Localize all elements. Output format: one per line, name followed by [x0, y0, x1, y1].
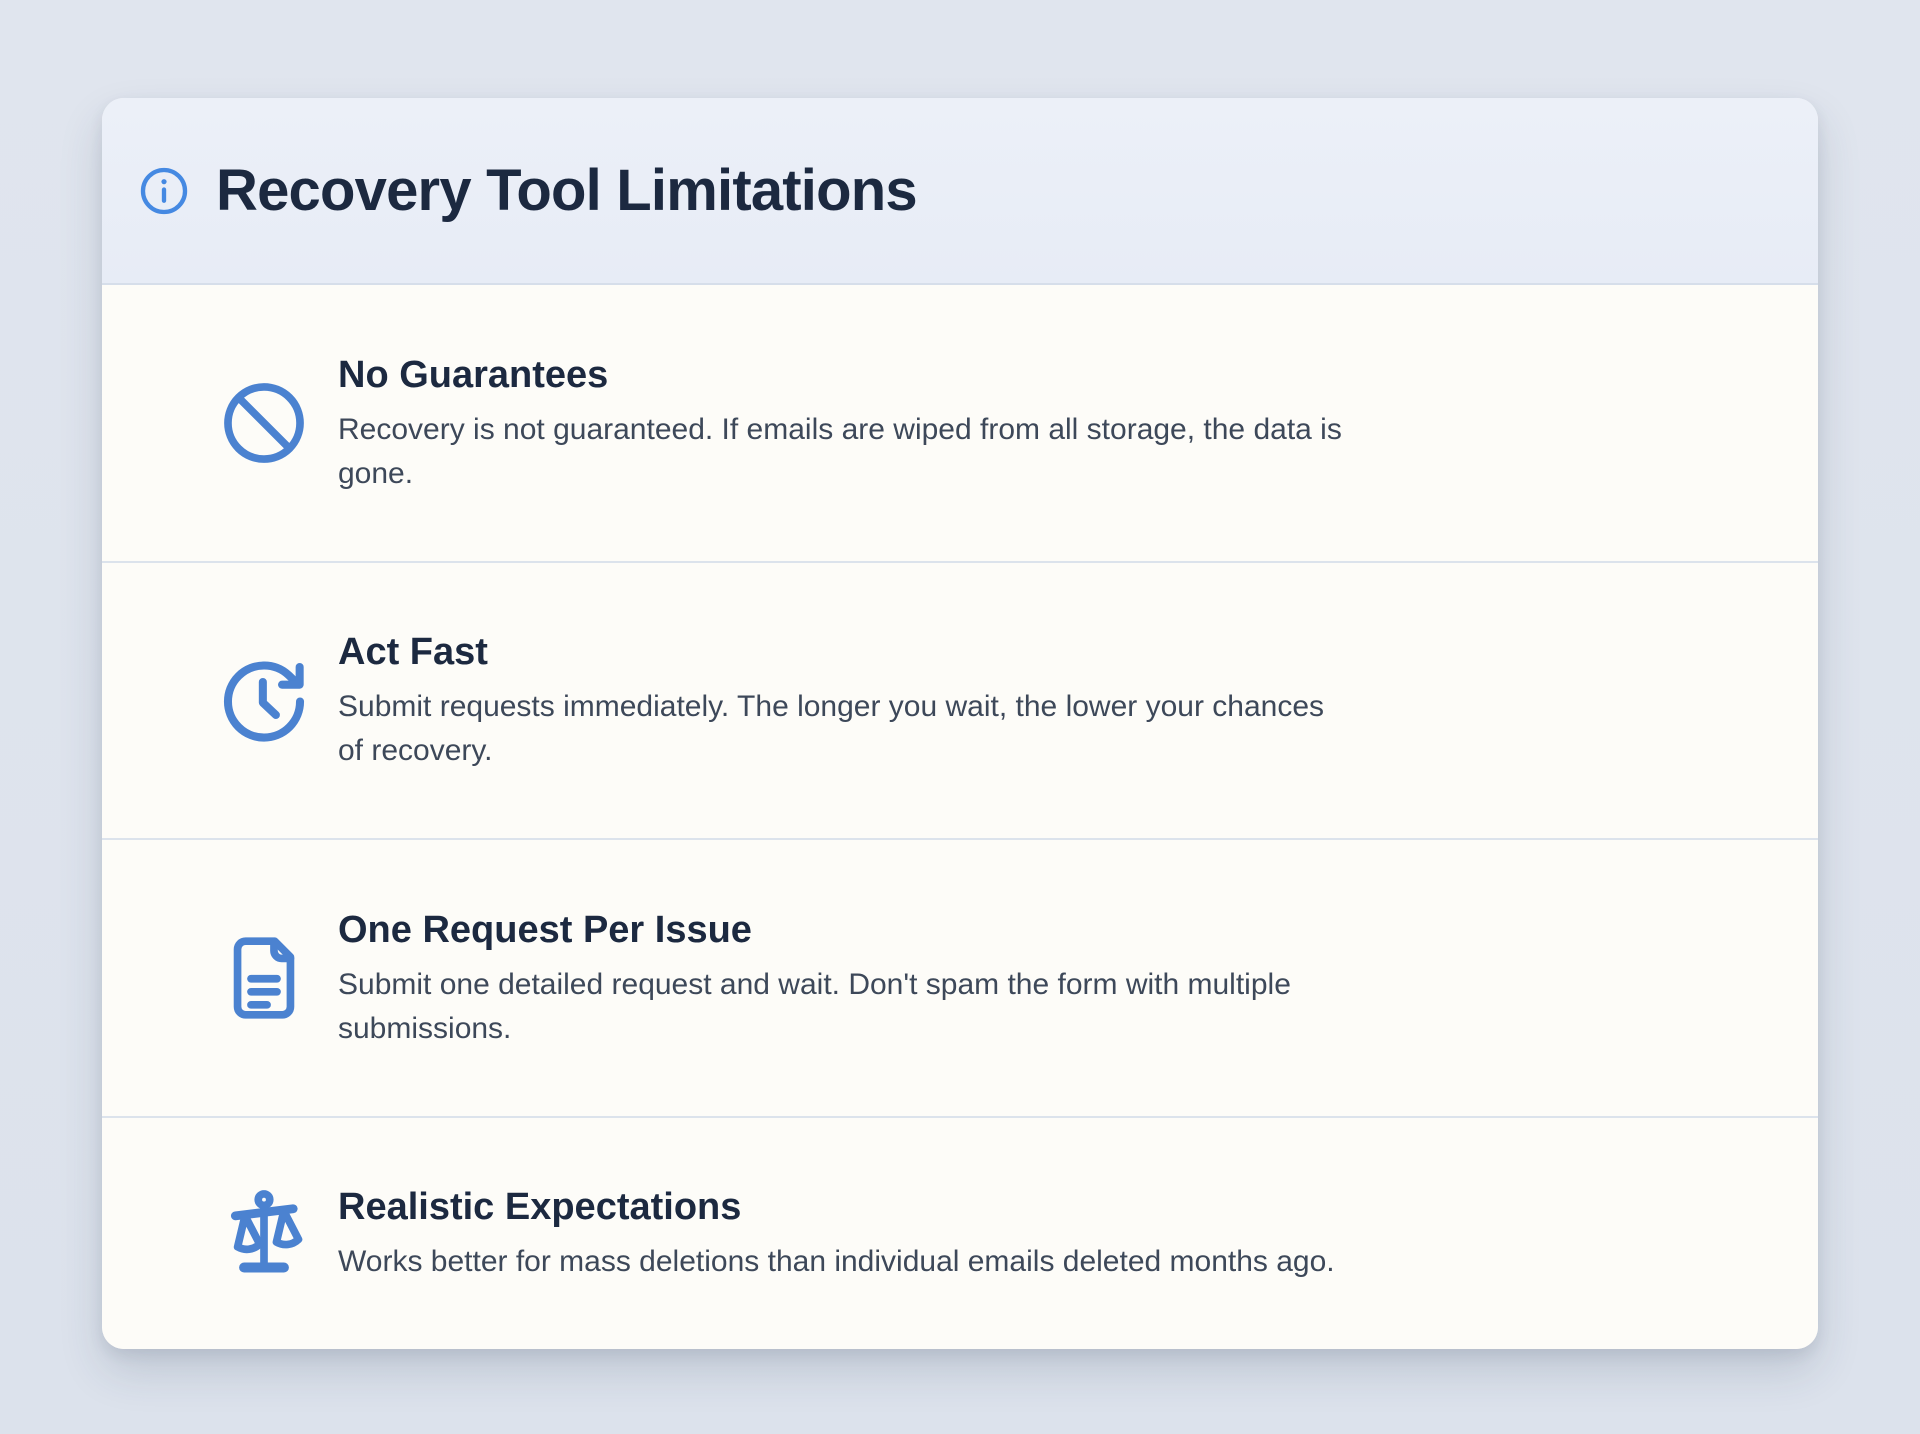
- limitation-item: One Request Per Issue Submit one detaile…: [102, 840, 1818, 1118]
- limitation-description: Works better for mass deletions than ind…: [338, 1245, 1335, 1279]
- clock-arrow-icon: [218, 654, 310, 746]
- info-icon: [138, 165, 190, 217]
- limitation-item: Act Fast Submit requests immediately. Th…: [102, 562, 1818, 840]
- limitation-item: Realistic Expectations Works better for …: [102, 1117, 1818, 1349]
- limitation-text: One Request Per Issue Submit one detaile…: [338, 905, 1291, 1051]
- limitation-description: Submit one detailed request and wait. Do…: [338, 967, 1291, 1045]
- limitations-list: No Guarantees Recovery is not guaranteed…: [102, 285, 1818, 1349]
- limitation-item: No Guarantees Recovery is not guaranteed…: [102, 285, 1818, 563]
- limitation-text: Act Fast Submit requests immediately. Th…: [338, 627, 1324, 773]
- card-header: Recovery Tool Limitations: [102, 98, 1818, 285]
- limitation-description: Submit requests immediately. The longer …: [338, 690, 1325, 768]
- limitation-text: No Guarantees Recovery is not guaranteed…: [338, 350, 1342, 496]
- limitation-title: Act Fast: [338, 631, 488, 674]
- limitation-description: Recovery is not guaranteed. If emails ar…: [338, 412, 1342, 490]
- limitation-text: Realistic Expectations Works better for …: [338, 1182, 1335, 1284]
- limitation-title: Realistic Expectations: [338, 1186, 742, 1229]
- ban-icon: [218, 377, 310, 469]
- recovery-limitations-card: Recovery Tool Limitations No Guarantees …: [102, 98, 1818, 1349]
- limitation-title: One Request Per Issue: [338, 908, 752, 951]
- limitation-title: No Guarantees: [338, 353, 609, 396]
- card-title: Recovery Tool Limitations: [216, 158, 918, 223]
- file-text-icon: [218, 932, 310, 1024]
- scale-icon: [218, 1187, 310, 1279]
